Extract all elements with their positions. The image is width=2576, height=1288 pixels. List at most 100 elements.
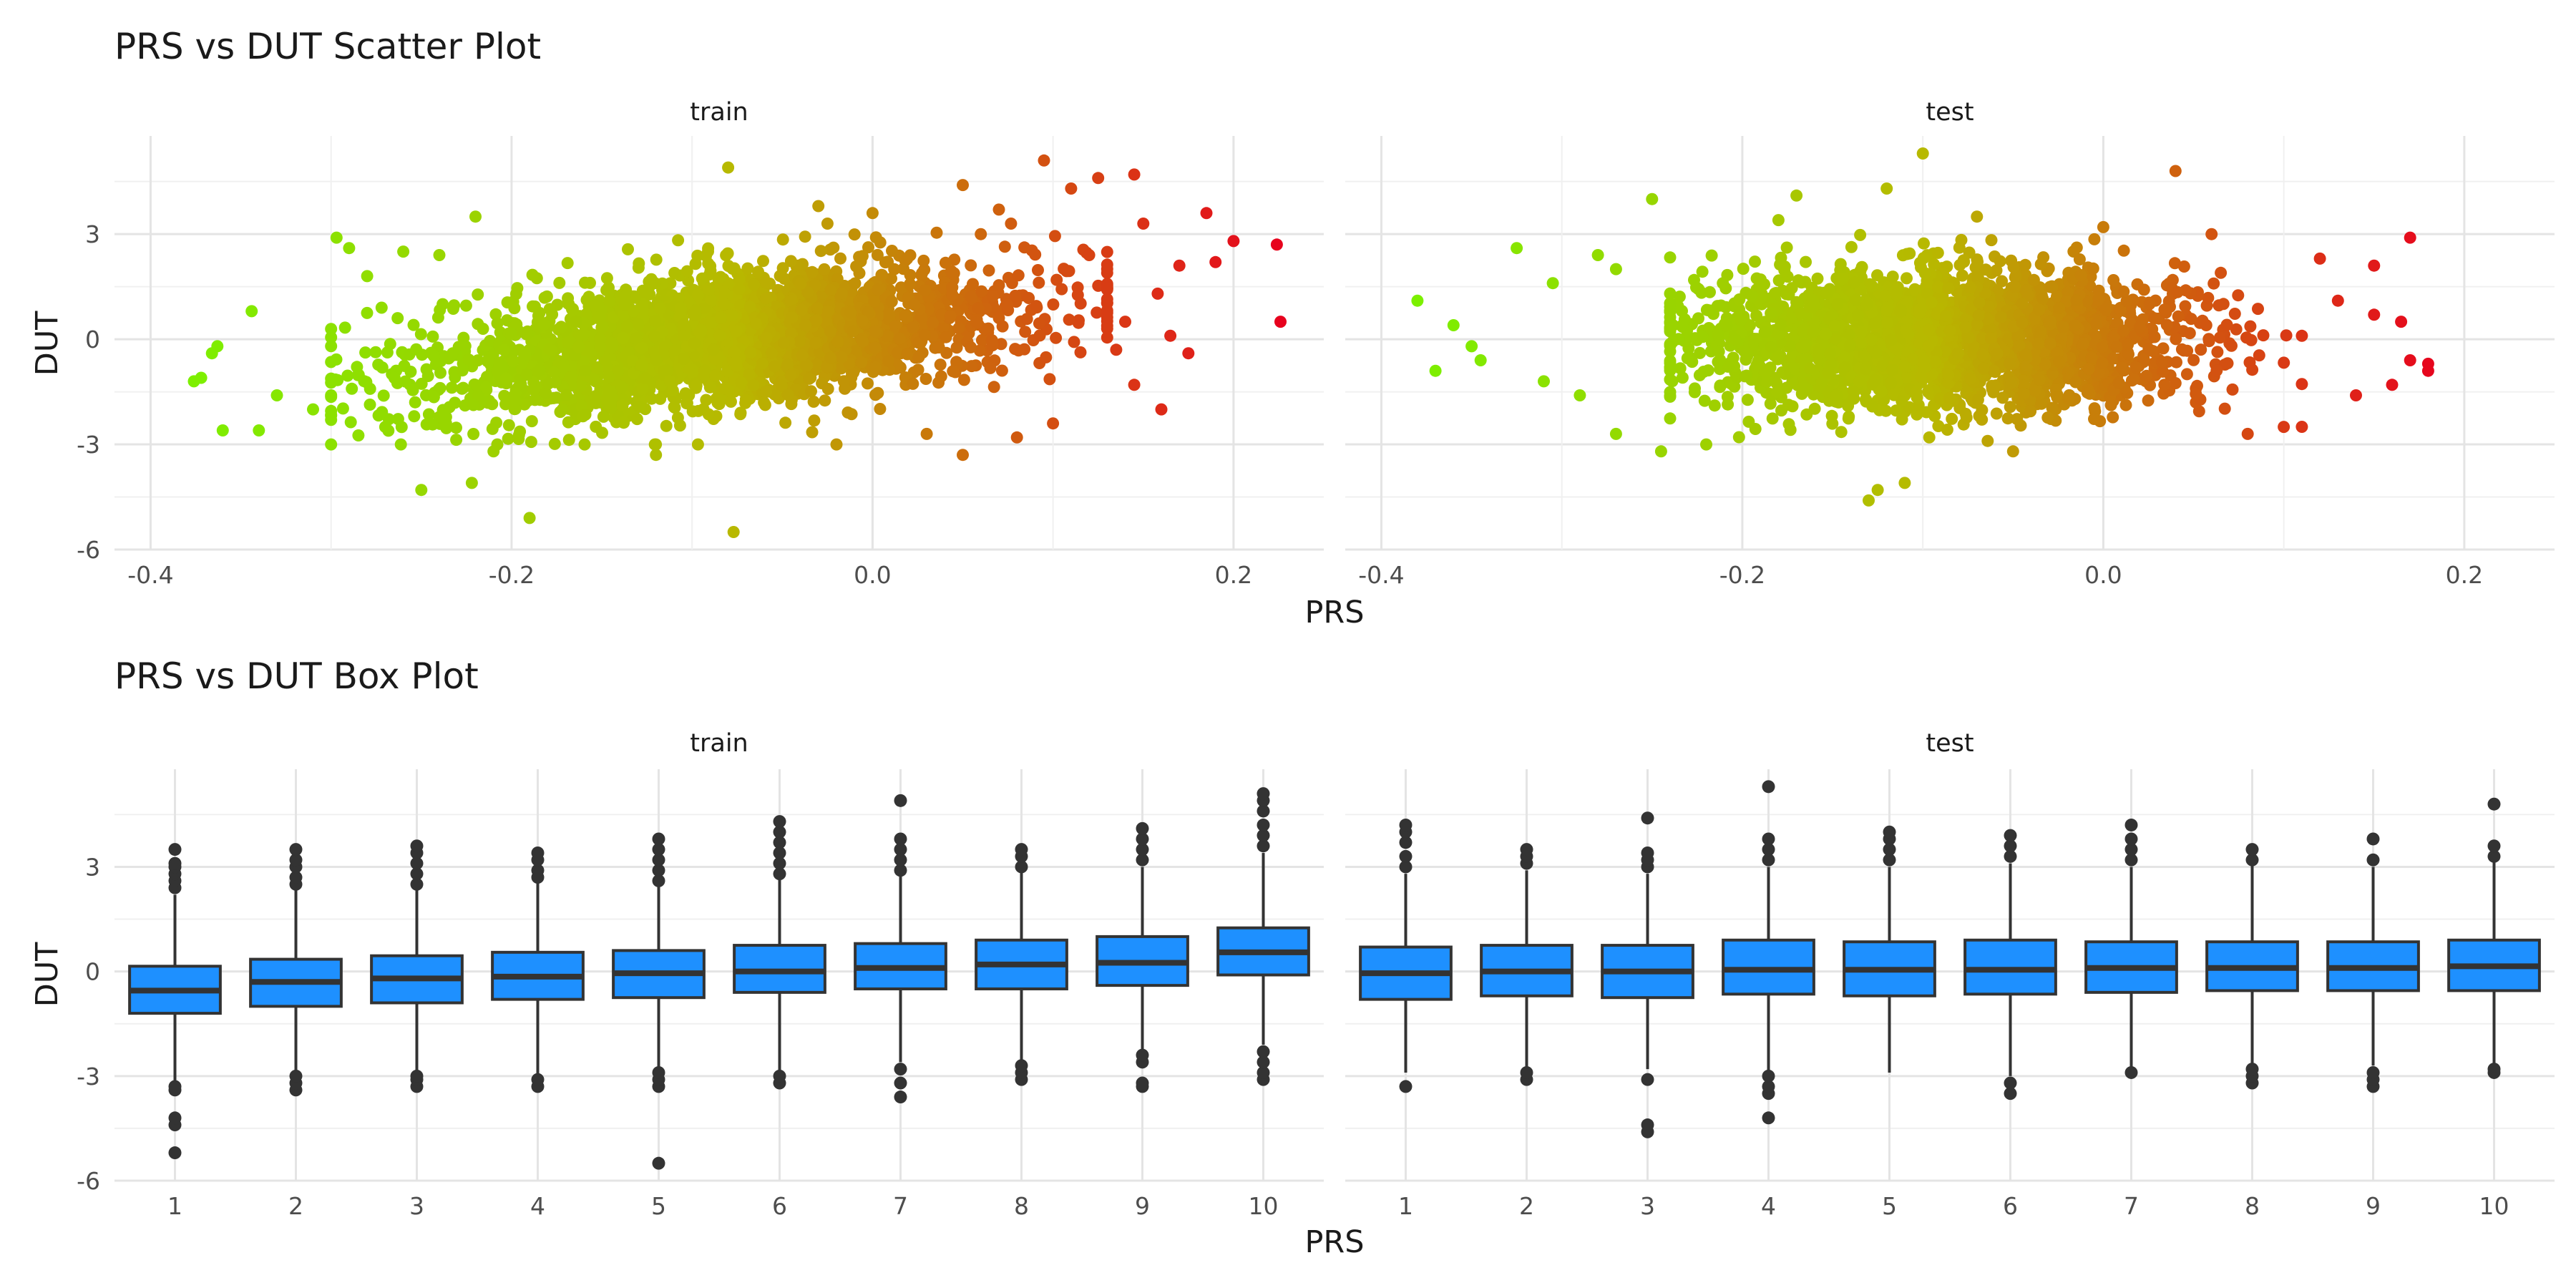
scatter-point	[649, 315, 662, 327]
scatter-point	[346, 382, 358, 395]
scatter-point	[487, 445, 500, 458]
scatter-point	[562, 416, 575, 429]
scatter-point	[2183, 327, 2196, 340]
scatter-point	[572, 341, 585, 353]
scatter-point	[1825, 409, 1838, 422]
scatter-point	[325, 391, 338, 404]
scatter-point	[677, 353, 690, 366]
scatter-point	[1766, 412, 1779, 425]
scatter-point	[778, 336, 790, 349]
scatter-point	[343, 242, 356, 255]
scatter-point	[404, 366, 417, 378]
scatter-point	[2179, 300, 2192, 313]
scatter-point	[1020, 313, 1033, 326]
scatter-point	[743, 368, 756, 381]
scatter-point	[472, 288, 484, 301]
scatter-point	[765, 346, 778, 359]
scatter-point	[426, 418, 439, 431]
scatter-point	[525, 436, 537, 449]
scatter-point	[856, 314, 869, 327]
scatter-point	[2210, 364, 2223, 377]
scatter-point	[1664, 311, 1677, 323]
scatter-point	[550, 391, 563, 404]
scatter-point	[818, 263, 831, 275]
scatter-point	[2155, 356, 2168, 369]
scatter-point	[687, 308, 699, 321]
scatter-point	[410, 343, 423, 356]
scatter-point	[901, 348, 914, 361]
scatter-point	[715, 311, 727, 324]
scatter-point	[776, 379, 789, 392]
scatter-point	[2046, 281, 2059, 293]
scatter-point	[2280, 329, 2293, 342]
scatter-point	[1664, 287, 1677, 300]
scatter-point	[648, 277, 661, 290]
scatter-point	[422, 408, 435, 421]
scatter-point	[1001, 298, 1014, 311]
scatter-point	[523, 512, 536, 525]
scatter-point	[628, 305, 640, 318]
scatter-point	[869, 389, 882, 401]
scatter-point	[907, 321, 919, 334]
scatter-point	[2218, 402, 2231, 415]
scatter-point	[216, 424, 229, 436]
scatter-point	[527, 300, 539, 313]
scatter-point	[1988, 380, 2001, 392]
scatter-point	[912, 351, 925, 364]
scatter-point	[1681, 352, 1694, 365]
scatter-point	[920, 427, 933, 440]
scatter-point	[691, 249, 704, 262]
scatter-point	[919, 373, 932, 385]
scatter-point	[579, 409, 592, 421]
scatter-point	[2230, 323, 2243, 336]
scatter-point	[1182, 347, 1195, 360]
scatter-point	[245, 305, 258, 318]
scatter-point	[325, 438, 338, 451]
scatter-point	[502, 432, 514, 445]
scatter-point	[1835, 426, 1848, 439]
scatter-point	[2187, 353, 2200, 366]
scatter-point	[1714, 381, 1727, 394]
scatter-point	[718, 287, 731, 300]
scatter-point	[529, 394, 542, 406]
scatter-point	[359, 346, 372, 359]
scatter-point	[2170, 356, 2182, 369]
scatter-point	[540, 386, 552, 399]
scatter-point	[2034, 258, 2047, 270]
scatter-point	[879, 256, 892, 269]
scatter-point	[856, 250, 869, 263]
scatter-point	[752, 265, 764, 278]
scatter-point	[714, 270, 727, 283]
scatter-point	[748, 278, 761, 291]
scatter-point	[666, 384, 679, 397]
scatter-point	[756, 357, 769, 370]
scatter-point	[869, 341, 882, 354]
scatter-point	[882, 354, 894, 367]
scatter-point	[270, 389, 283, 401]
scatter-point	[2035, 397, 2048, 410]
scatter-point	[409, 396, 421, 409]
scatter-point	[1933, 392, 1946, 405]
scatter-point	[982, 264, 995, 277]
scatter-point	[399, 375, 411, 388]
scatter-point	[1941, 424, 1953, 436]
scatter-point	[1750, 309, 1763, 322]
scatter-point	[1155, 403, 1168, 416]
scatter-point	[2246, 364, 2259, 376]
scatter-point	[195, 371, 208, 384]
scatter-point	[509, 288, 522, 301]
scatter-point	[835, 351, 848, 364]
scatter-point	[702, 242, 715, 255]
scatter-point	[1845, 240, 1858, 253]
scatter-point	[691, 288, 704, 301]
scatter-point	[996, 320, 1009, 333]
scatter-point	[827, 241, 840, 254]
scatter-point	[1717, 277, 1729, 290]
scatter-point	[1074, 346, 1087, 358]
scatter-point	[447, 303, 459, 315]
scatter-point	[1664, 251, 1677, 264]
scatter-point	[484, 335, 497, 347]
scatter-point	[869, 231, 882, 244]
scatter-point	[2207, 277, 2220, 290]
scatter-point	[2180, 368, 2193, 381]
